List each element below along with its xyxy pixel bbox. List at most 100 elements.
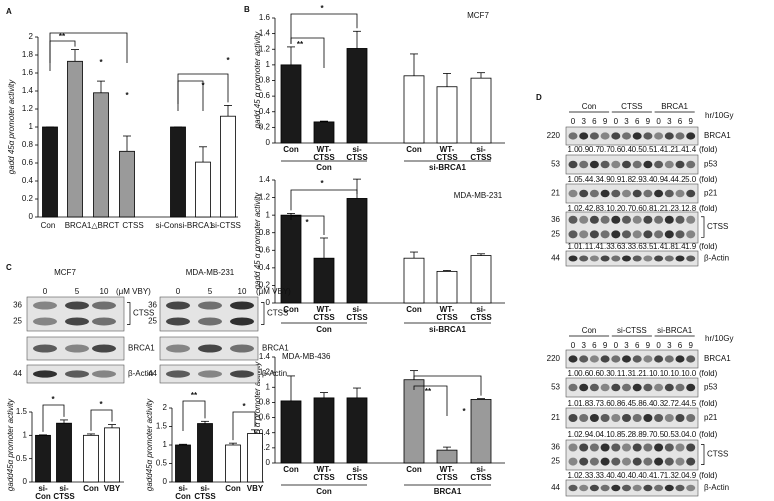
blot-band	[166, 317, 190, 326]
row-label: p21	[704, 189, 718, 198]
blot-band	[611, 230, 621, 239]
x-tick-label: si-CTSS	[470, 145, 492, 162]
bar	[104, 427, 120, 483]
fold-value: 3.6	[600, 399, 612, 408]
label-line: CTSS	[313, 473, 335, 482]
blot-band	[611, 484, 621, 492]
blot-band	[654, 215, 664, 224]
fold-value: 0.4	[621, 471, 633, 480]
bar	[67, 60, 83, 218]
y-tick-label: 1.6	[22, 68, 34, 77]
blot-band	[686, 160, 696, 169]
lane-label: 9	[688, 341, 693, 350]
label-line: si-	[38, 484, 48, 493]
fold-value: 1.8	[621, 175, 633, 184]
blot-band	[611, 414, 621, 422]
blot-band	[632, 160, 642, 169]
fold-value: 2.8	[589, 204, 601, 213]
blot-band	[600, 230, 610, 239]
y-tick-label: 0	[266, 458, 271, 467]
bar	[83, 434, 99, 483]
group-label: si-CTSS	[617, 326, 647, 335]
significance-mark: *	[201, 81, 205, 90]
y-tick-label: 0	[266, 138, 271, 147]
fold-value: 1.9	[685, 242, 697, 251]
row-label: BRCA1	[262, 344, 289, 353]
significance-mark: **	[425, 387, 432, 396]
y-axis-label: gadd 45 α promoter activity	[253, 31, 262, 129]
row-label: β-Actin	[704, 483, 729, 492]
significance-bracket	[90, 409, 113, 431]
blot-strip	[565, 126, 699, 146]
blot-band	[622, 355, 631, 363]
fold-unit: (fold)	[699, 242, 718, 251]
fold-value: 0.6	[610, 145, 622, 154]
blot-band	[664, 230, 674, 239]
y-tick-label: 0.5	[16, 454, 28, 463]
y-tick-label: 1.5	[16, 407, 28, 416]
blot-band	[622, 443, 631, 452]
label-line: CTSS	[436, 153, 458, 162]
group-label: Con	[582, 102, 597, 111]
size-marker: 25	[551, 457, 560, 466]
significance-mark: *	[462, 407, 466, 416]
chart-title: MDA-MB-436	[282, 352, 331, 361]
row-label: BRCA1	[704, 131, 731, 140]
fold-value: 3.5	[642, 242, 654, 251]
bar	[346, 397, 368, 464]
fold-unit: (fold)	[699, 369, 718, 378]
blot-band	[600, 255, 610, 262]
x-tick-label: si-CTSS	[470, 305, 492, 322]
y-axis-label: gadd45α promoter activity	[145, 398, 154, 491]
blot-band	[230, 301, 254, 310]
blot-band	[568, 189, 578, 198]
bar	[436, 270, 458, 304]
blot-band	[589, 355, 599, 363]
fold-value: 1.3	[600, 242, 612, 251]
label-line: si-	[178, 484, 188, 493]
blot-band	[664, 160, 674, 169]
y-tick-label: 0.2	[22, 194, 34, 203]
bar	[42, 126, 58, 218]
label-line: WT-	[440, 465, 455, 474]
label-line: si-	[352, 145, 362, 154]
x-tick-label: si-CTSS	[346, 465, 368, 482]
blot-title: MDA-MB-231	[186, 268, 235, 277]
blot-band	[622, 255, 631, 262]
blot-band	[579, 160, 589, 169]
fold-value: 1.4	[674, 242, 686, 251]
label-line: CTSS	[313, 313, 335, 322]
fold-value: 3.6	[610, 242, 622, 251]
band-bracket	[127, 302, 131, 325]
fold-value: 5.0	[685, 175, 697, 184]
lane-label: 0	[614, 341, 619, 350]
blot-band	[166, 370, 190, 378]
bar	[470, 255, 492, 304]
fold-value: 1.0	[567, 145, 579, 154]
x-tick-label: si-BRCA1	[178, 221, 214, 230]
fold-value: 0.1	[674, 369, 686, 378]
row-label: CTSS	[707, 222, 728, 231]
size-marker: 220	[547, 354, 561, 363]
blot-band	[611, 443, 621, 452]
blot-band	[675, 255, 685, 262]
fold-value: 2.8	[685, 204, 697, 213]
y-tick-label: 1.2	[22, 104, 34, 113]
x-tick-label: WT-CTSS	[313, 305, 335, 322]
fold-value: 0.1	[664, 369, 676, 378]
blot-band	[654, 414, 664, 422]
significance-bracket	[290, 215, 325, 235]
size-marker: 36	[551, 215, 560, 224]
label-line: WT-	[440, 305, 455, 314]
fold-value: 2.3	[578, 471, 590, 480]
bar	[170, 126, 186, 218]
significance-mark: **	[191, 391, 198, 400]
blot-band	[675, 355, 685, 363]
blot-band	[92, 301, 116, 310]
fold-value: 4.2	[674, 175, 686, 184]
fold-value: 1.8	[578, 399, 590, 408]
blot-band	[675, 457, 685, 466]
fold-value: 4.3	[589, 175, 601, 184]
fold-value: 2.7	[664, 399, 676, 408]
significance-bracket	[413, 375, 482, 396]
